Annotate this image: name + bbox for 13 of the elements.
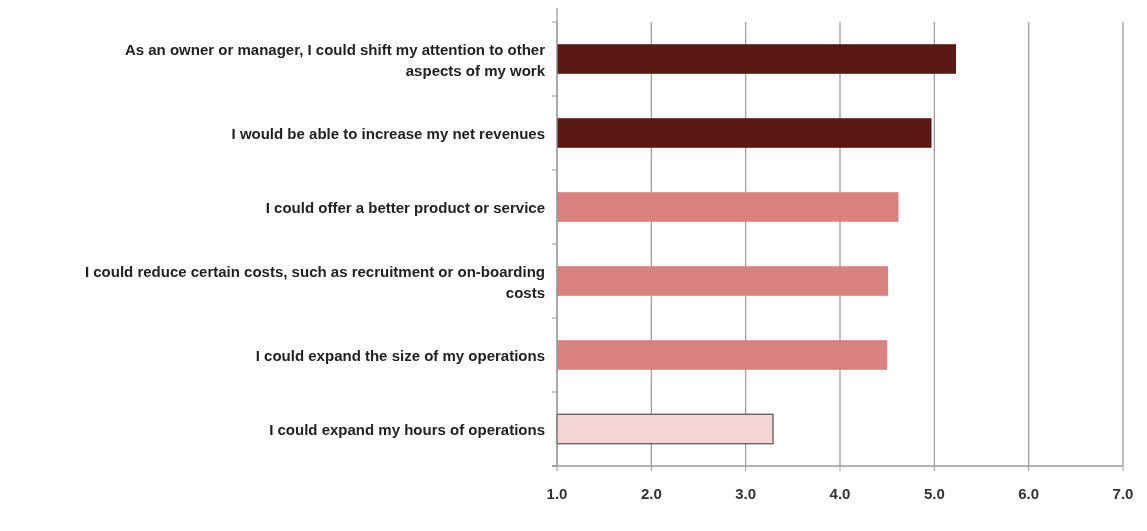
y-tick-label: I could offer a better product or service: [265, 198, 545, 216]
x-tick-label: 3.0: [735, 485, 757, 502]
x-tick-label: 1.0: [546, 485, 568, 502]
x-tick-label: 2.0: [640, 485, 662, 502]
x-tick-label: 5.0: [923, 485, 945, 502]
x-tick-label: 7.0: [1112, 485, 1134, 502]
x-tick-label: 6.0: [1018, 485, 1040, 502]
y-tick-label: I could expand my hours of operations: [269, 420, 545, 438]
y-tick-label: I would be able to increase my net revenues: [231, 124, 545, 142]
y-tick-label: I could expand the size of my operations: [255, 346, 545, 364]
y-tick-label: As an owner or manager, I could shift my attention to other aspects of my work: [124, 40, 546, 78]
y-tick-label: I could reduce certain costs, such as recruitment or on-boarding costs: [84, 262, 545, 300]
x-tick-label: 4.0: [829, 485, 851, 502]
